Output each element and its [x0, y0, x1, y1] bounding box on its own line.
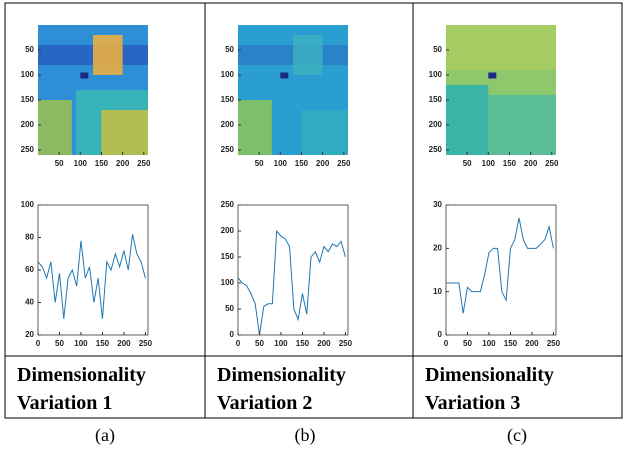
y-tick-label: 0 — [438, 330, 443, 339]
line — [37, 234, 146, 319]
image-region — [101, 110, 148, 155]
y-tick-label: 200 — [221, 120, 235, 129]
y-tick-label: 100 — [21, 200, 35, 209]
image-region — [488, 95, 556, 155]
x-tick-label: 250 — [545, 159, 559, 168]
image-region — [446, 85, 489, 155]
image-target — [488, 72, 497, 79]
y-tick-label: 200 — [21, 120, 35, 129]
y-tick-label: 150 — [21, 95, 35, 104]
x-tick-label: 150 — [95, 159, 109, 168]
x-tick-label: 100 — [274, 339, 288, 348]
x-tick-label: 150 — [295, 159, 309, 168]
x-tick-label: 150 — [296, 339, 310, 348]
x-tick-label: 250 — [337, 159, 351, 168]
y-tick-label: 250 — [221, 145, 235, 154]
x-tick-label: 50 — [463, 339, 472, 348]
y-tick-label: 200 — [429, 120, 443, 129]
panel-label: Dimensionality Variation 2 — [217, 364, 346, 414]
x-tick-label: 0 — [236, 339, 241, 348]
y-tick-label: 100 — [221, 70, 235, 79]
line — [446, 217, 554, 314]
image-target — [80, 72, 89, 79]
image-region — [446, 25, 556, 70]
x-tick-label: 50 — [463, 159, 472, 168]
image-region — [38, 100, 72, 155]
y-tick-label: 50 — [25, 45, 34, 54]
image-region — [238, 100, 272, 155]
y-tick-label: 150 — [221, 95, 235, 104]
x-tick-label: 50 — [55, 159, 64, 168]
x-tick-label: 100 — [74, 159, 88, 168]
plot-area — [237, 204, 349, 336]
image-region — [301, 110, 348, 155]
y-tick-label: 20 — [433, 243, 442, 252]
panel-caption: (b) — [295, 425, 316, 446]
x-tick-label: 200 — [117, 339, 131, 348]
y-tick-label: 200 — [221, 226, 235, 235]
x-tick-label: 200 — [524, 159, 538, 168]
line — [237, 229, 346, 336]
y-tick-label: 100 — [221, 278, 235, 287]
y-tick-label: 100 — [429, 70, 443, 79]
y-tick-label: 0 — [230, 330, 235, 339]
x-tick-label: 150 — [96, 339, 110, 348]
x-tick-label: 100 — [274, 159, 288, 168]
y-tick-label: 50 — [433, 45, 442, 54]
y-tick-label: 50 — [225, 45, 234, 54]
image-region — [93, 35, 123, 75]
panel-caption: (c) — [507, 425, 527, 446]
image-region — [293, 35, 323, 75]
y-tick-label: 250 — [429, 145, 443, 154]
x-tick-label: 200 — [316, 159, 330, 168]
x-tick-label: 250 — [547, 339, 561, 348]
y-tick-label: 50 — [225, 304, 234, 313]
image-target — [280, 72, 289, 79]
y-tick-label: 150 — [221, 252, 235, 261]
y-tick-label: 80 — [25, 233, 34, 242]
x-tick-label: 150 — [503, 159, 517, 168]
x-tick-label: 50 — [255, 339, 264, 348]
x-tick-label: 250 — [139, 339, 153, 348]
y-tick-label: 250 — [221, 200, 235, 209]
x-tick-label: 0 — [36, 339, 41, 348]
panel-label: Dimensionality Variation 1 — [17, 364, 146, 414]
panel-caption: (a) — [95, 425, 115, 446]
x-tick-label: 100 — [74, 339, 88, 348]
x-tick-label: 250 — [137, 159, 151, 168]
y-tick-label: 10 — [433, 287, 442, 296]
x-tick-label: 200 — [525, 339, 539, 348]
x-tick-label: 0 — [444, 339, 449, 348]
x-tick-label: 100 — [482, 339, 496, 348]
y-tick-label: 40 — [25, 298, 34, 307]
x-tick-label: 200 — [317, 339, 331, 348]
table-border — [4, 2, 623, 419]
x-tick-label: 150 — [504, 339, 518, 348]
plot-area — [445, 204, 557, 336]
x-tick-label: 50 — [255, 159, 264, 168]
x-tick-label: 50 — [55, 339, 64, 348]
y-tick-label: 150 — [429, 95, 443, 104]
y-tick-label: 60 — [25, 265, 34, 274]
y-tick-label: 20 — [25, 330, 34, 339]
y-tick-label: 250 — [21, 145, 35, 154]
x-tick-label: 250 — [339, 339, 353, 348]
y-tick-label: 30 — [433, 200, 442, 209]
x-tick-label: 100 — [482, 159, 496, 168]
panel-label: Dimensionality Variation 3 — [425, 364, 554, 414]
plot-area — [37, 204, 149, 336]
y-tick-label: 100 — [21, 70, 35, 79]
x-tick-label: 200 — [116, 159, 130, 168]
